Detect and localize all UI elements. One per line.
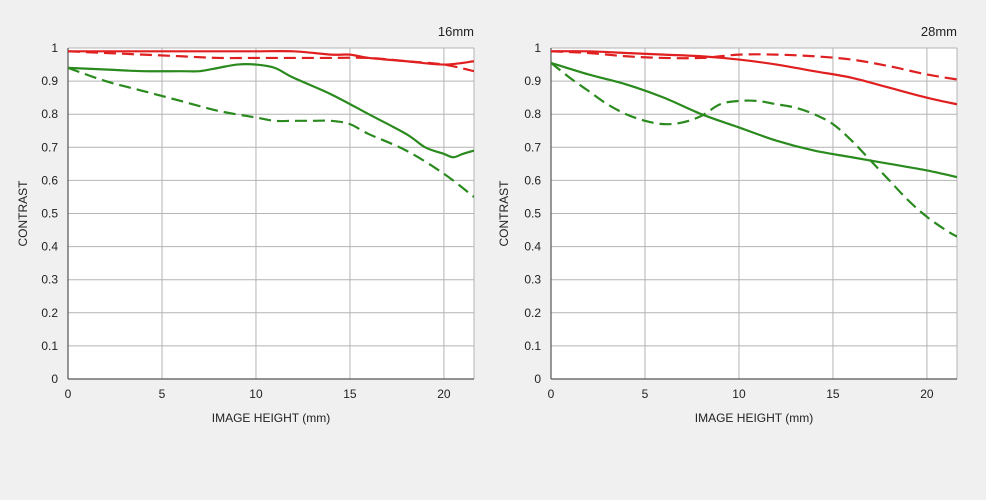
x-tick-label: 10 (732, 387, 746, 401)
y-tick-label: 0.8 (41, 107, 58, 121)
y-tick-label: 0 (51, 372, 58, 386)
y-tick-label: 0.5 (524, 207, 541, 221)
x-axis-label: IMAGE HEIGHT (mm) (212, 411, 330, 425)
x-tick-label: 20 (437, 387, 451, 401)
chart-title: 28mm (921, 24, 957, 39)
x-tick-label: 5 (642, 387, 649, 401)
y-tick-label: 0.7 (41, 140, 58, 154)
x-tick-label: 0 (65, 387, 72, 401)
x-tick-label: 15 (826, 387, 840, 401)
y-tick-label: 0.1 (41, 339, 58, 353)
x-axis-label: IMAGE HEIGHT (mm) (695, 411, 813, 425)
series-line-0 (68, 49, 474, 66)
series-line-3 (551, 62, 957, 238)
mtf-chart-1: 00.10.20.30.40.50.60.70.80.910 5 10 15 2028m… (497, 24, 958, 425)
series-line-2 (551, 61, 957, 179)
y-axis-label: CONTRAST (497, 180, 511, 247)
x-tick-label: 10 (249, 387, 263, 401)
y-tick-label: 0.5 (41, 207, 58, 221)
series-line-0 (551, 50, 957, 106)
y-tick-label: 0.3 (41, 273, 58, 287)
series-line-1 (68, 50, 474, 73)
y-axis-label: CONTRAST (16, 180, 30, 247)
chart-title: 16mm (438, 24, 474, 39)
x-tick-label: 15 (343, 387, 357, 401)
y-tick-label: 0.6 (41, 173, 58, 187)
y-tick-label: 0.2 (524, 306, 541, 320)
y-tick-label: 0.7 (524, 140, 541, 154)
y-tick-label: 1 (51, 41, 58, 55)
y-tick-label: 0.9 (41, 74, 58, 88)
x-tick-label: 0 (548, 387, 555, 401)
y-tick-label: 0.6 (524, 173, 541, 187)
y-tick-label: 0.4 (41, 240, 58, 254)
series-line-1 (551, 50, 957, 81)
y-tick-label: 0.9 (524, 74, 541, 88)
y-tick-label: 0.2 (41, 306, 58, 320)
x-tick-label: 5 (159, 387, 166, 401)
y-tick-label: 0.1 (524, 339, 541, 353)
y-tick-label: 0.4 (524, 240, 541, 254)
series-line-3 (68, 66, 474, 198)
y-tick-label: 0 (534, 372, 541, 386)
mtf-chart-0: 00.10.20.30.40.50.60.70.80.910 5 10 15 2016m… (16, 24, 475, 425)
series-line-2 (68, 63, 474, 159)
x-tick-label: 20 (920, 387, 934, 401)
y-tick-label: 0.8 (524, 107, 541, 121)
y-tick-label: 0.3 (524, 273, 541, 287)
y-tick-label: 1 (534, 41, 541, 55)
